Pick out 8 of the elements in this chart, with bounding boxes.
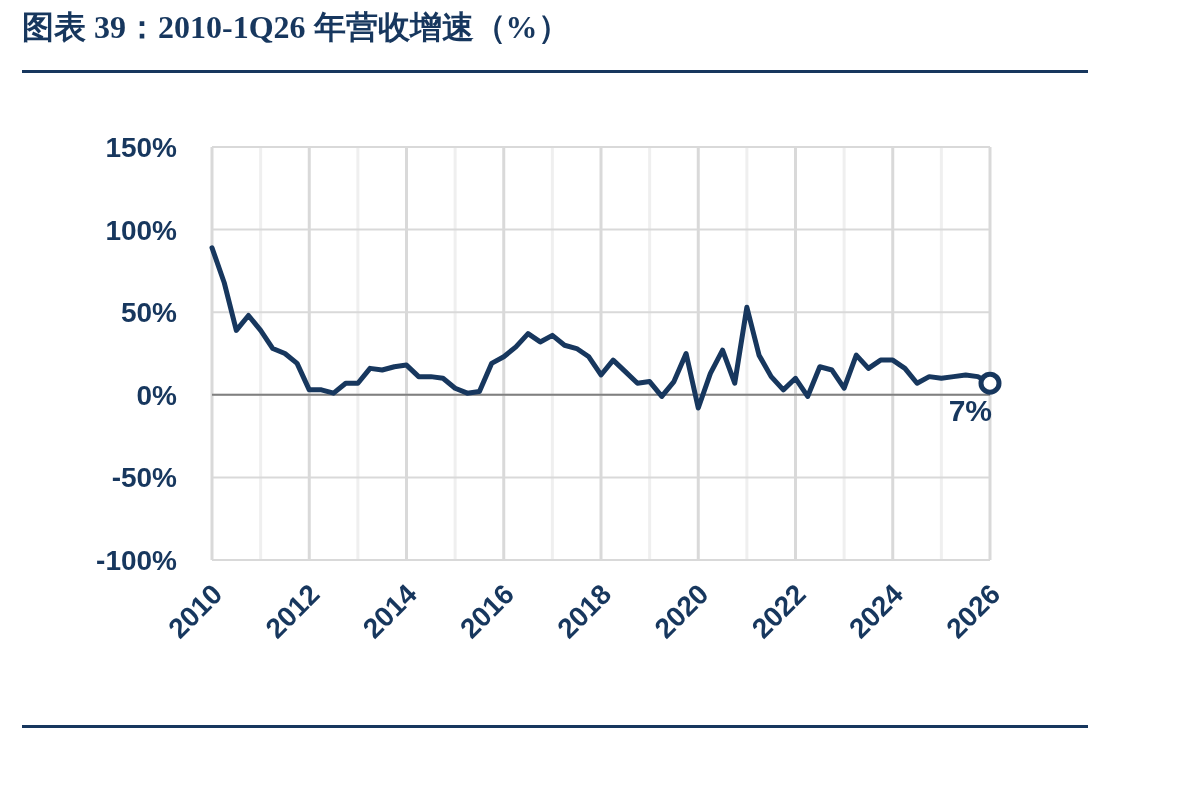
y-tick-label: 150% [105, 132, 178, 163]
y-tick-label: 50% [120, 297, 178, 329]
annotation: 7% [948, 394, 992, 428]
y-tick-label: 0% [136, 379, 178, 411]
y-tick-label: -50% [111, 462, 178, 494]
y-tick-label: -100% [96, 545, 178, 576]
chart-title: 图表 39：2010-1Q26 年营收增速（%） [22, 9, 570, 45]
y-tick-label: 100% [105, 214, 178, 246]
